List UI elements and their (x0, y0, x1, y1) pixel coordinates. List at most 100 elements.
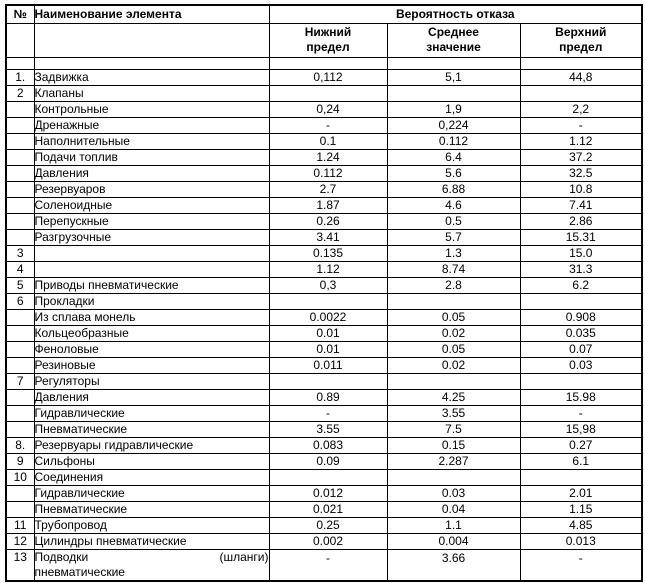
table-row: 3 0.135 1.3 15.0 (5, 244, 643, 262)
element-name-cell: Сильфоны (33, 452, 270, 470)
upper-limit-cell: 15.31 (519, 228, 643, 246)
mean-value-cell: 2.8 (386, 276, 521, 294)
element-name-cell: Клапаны (33, 84, 270, 102)
lower-limit-cell: 1.87 (268, 196, 388, 214)
upper-limit-cell: 1.15 (519, 500, 643, 518)
upper-limit-cell (519, 372, 643, 390)
row-number-cell: 6 (5, 292, 35, 310)
table-row: Пневматические 0.021 0.04 1.15 (5, 500, 643, 518)
row-number-cell (5, 180, 35, 198)
mean-value-cell: 5,1 (386, 68, 521, 86)
mean-value-cell: 5.6 (386, 164, 521, 182)
row-number-cell: 1. (5, 68, 35, 86)
upper-limit-cell: - (519, 404, 643, 422)
row-number-cell: 5 (5, 276, 35, 294)
lower-limit-cell: 0.26 (268, 212, 388, 230)
header-lower-limit: Нижний предел (268, 22, 388, 58)
element-name-cell: Дренажные (33, 116, 270, 134)
table-row: Разгрузочные 3.41 5.7 15.31 (5, 228, 643, 246)
lower-limit-cell (268, 468, 388, 486)
upper-limit-cell: 2.01 (519, 484, 643, 502)
lower-limit-cell: 0.09 (268, 452, 388, 470)
table-row: Наполнительные 0.1 0.112 1.12 (5, 132, 643, 150)
mean-value-cell: 4.6 (386, 196, 521, 214)
row-number-cell: 13 (5, 548, 35, 581)
lower-limit-cell: 0.89 (268, 388, 388, 406)
element-name-cell: Давления (33, 388, 270, 406)
mean-value-cell: 1,9 (386, 100, 521, 118)
lower-limit-cell: 0.1 (268, 132, 388, 150)
element-name-cell: Подводки (шланги) пневматические (33, 548, 270, 581)
element-name-cell: Давления (33, 164, 270, 182)
mean-value-cell: 7.5 (386, 420, 521, 438)
mean-value-cell: 2.287 (386, 452, 521, 470)
table-row: 7 Регуляторы (5, 372, 643, 390)
lower-limit-cell: - (268, 548, 388, 581)
header-name-empty (33, 22, 270, 58)
spacer-cell (33, 56, 270, 70)
mean-value-cell: 4.25 (386, 388, 521, 406)
lower-limit-cell (268, 372, 388, 390)
lower-limit-cell: 0.012 (268, 484, 388, 502)
header-number: № (5, 4, 35, 24)
table-row: 9 Сильфоны 0.09 2.287 6.1 (5, 452, 643, 470)
header-element-name: Наименование элемента (33, 4, 270, 24)
mean-value-cell: 0.15 (386, 436, 521, 454)
upper-limit-cell: 31.3 (519, 260, 643, 278)
lower-limit-cell: 0.25 (268, 516, 388, 534)
upper-limit-cell: 44,8 (519, 68, 643, 86)
row-number-cell (5, 212, 35, 230)
element-name-part: пневматические (34, 564, 125, 579)
element-name-cell: Прокладки (33, 292, 270, 310)
table-row: 6 Прокладки (5, 292, 643, 310)
table-row: 2 Клапаны (5, 84, 643, 102)
element-name-part: Подводки (34, 549, 89, 564)
spacer-cell (519, 56, 643, 70)
table-row: 12 Цилиндры пневматические 0.002 0.004 0.013 (5, 532, 643, 550)
row-number-cell: 9 (5, 452, 35, 470)
table-row: 8. Резервуары гидравлические 0.083 0.15 0.27 (5, 436, 643, 454)
row-number-cell: 8. (5, 436, 35, 454)
lower-limit-cell: 0.01 (268, 324, 388, 342)
element-name-cell: Цилиндры пневматические (33, 532, 270, 550)
lower-limit-cell: 0.002 (268, 532, 388, 550)
row-number-cell (5, 404, 35, 422)
mean-value-cell (386, 468, 521, 486)
element-name-cell: Пневматические (33, 420, 270, 438)
row-number-cell (5, 324, 35, 342)
mean-value-cell (386, 292, 521, 310)
upper-limit-cell: 7.41 (519, 196, 643, 214)
table-row: Соленоидные 1.87 4.6 7.41 (5, 196, 643, 214)
element-name-cell: Феноловые (33, 340, 270, 358)
row-number-cell (5, 388, 35, 406)
upper-limit-cell: 2.86 (519, 212, 643, 230)
element-name-cell: Соленоидные (33, 196, 270, 214)
lower-limit-cell: 3.41 (268, 228, 388, 246)
upper-limit-cell (519, 292, 643, 310)
mean-value-cell: 3.66 (386, 548, 521, 581)
mean-value-cell: 0.5 (386, 212, 521, 230)
upper-limit-cell: 37.2 (519, 148, 643, 166)
row-number-cell: 4 (5, 260, 35, 278)
mean-value-cell: 0.05 (386, 340, 521, 358)
table-row: Резиновые 0.011 0.02 0.03 (5, 356, 643, 374)
mean-value-cell (386, 84, 521, 102)
row-number-cell (5, 356, 35, 374)
header-upper-limit: Верхний предел (519, 22, 643, 58)
upper-limit-cell: 15,98 (519, 420, 643, 438)
element-name-cell: Регуляторы (33, 372, 270, 390)
mean-value-cell: 0.03 (386, 484, 521, 502)
mean-value-cell: 6.4 (386, 148, 521, 166)
table-spacer-row (5, 56, 643, 70)
table-row: Пневматические 3.55 7.5 15,98 (5, 420, 643, 438)
element-name-cell: Наполнительные (33, 132, 270, 150)
header-failure-probability-group: Вероятность отказа (268, 4, 643, 24)
upper-limit-cell: 0.27 (519, 436, 643, 454)
mean-value-cell: 0.004 (386, 532, 521, 550)
upper-limit-cell: 15.98 (519, 388, 643, 406)
mean-value-cell: 6.88 (386, 180, 521, 198)
table-row: 11 Трубопровод 0.25 1.1 4.85 (5, 516, 643, 534)
row-number-cell: 12 (5, 532, 35, 550)
mean-value-cell: 0,224 (386, 116, 521, 134)
row-number-cell (5, 500, 35, 518)
